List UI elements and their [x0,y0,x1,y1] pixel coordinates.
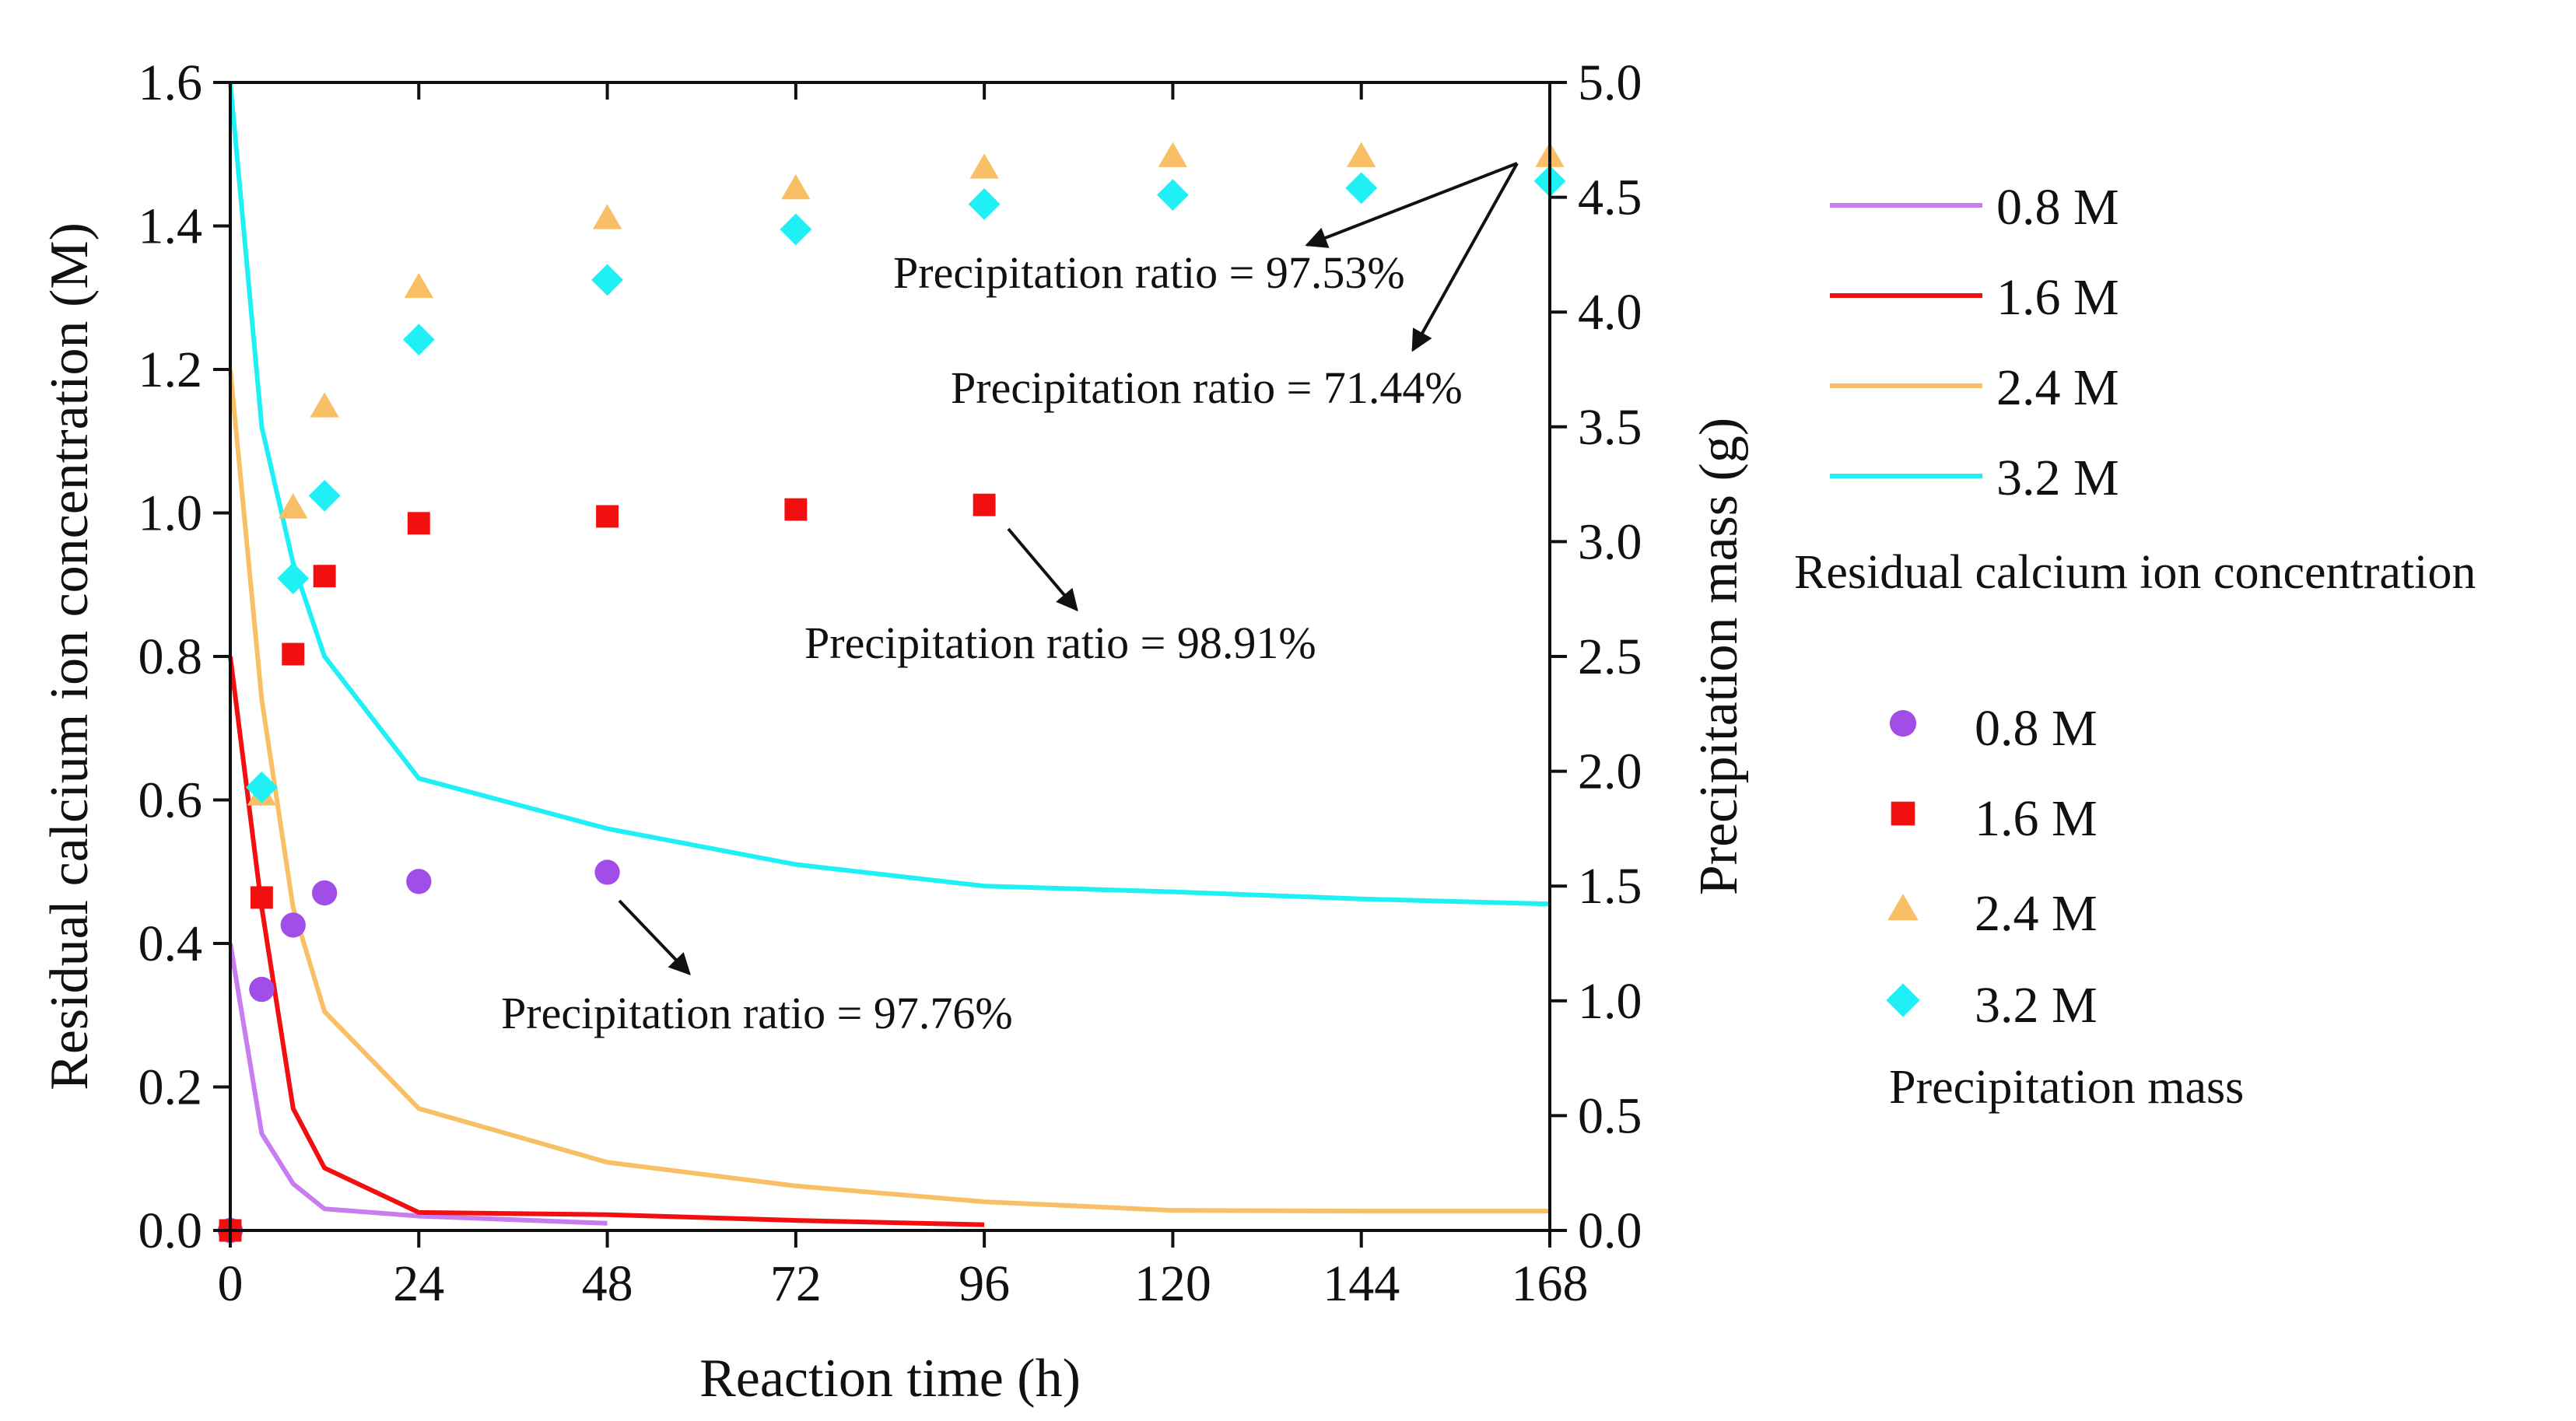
x-tick-label: 0 [218,1255,244,1312]
data-point [313,565,336,588]
data-point [282,642,305,666]
data-point [407,512,430,535]
data-point [308,479,341,512]
x-tick-label: 48 [582,1255,633,1312]
y-right-tick-label: 0.5 [1578,1087,1642,1144]
legend-marker-title: Precipitation mass [1889,1061,2244,1114]
data-point [784,498,808,521]
data-point [279,493,308,519]
data-point [591,264,623,296]
legend-line-label: 3.2 M [1996,450,2119,506]
data-point [250,886,273,909]
y-right-tick-label: 2.5 [1578,628,1642,685]
y-right-tick-label: 2.0 [1578,744,1642,800]
data-point [1347,142,1376,167]
data-point [404,272,433,299]
legend-line-label: 0.8 M [1996,179,2119,236]
data-point [245,771,278,803]
y-left-tick-label: 0.8 [138,628,203,685]
legend-marker-label: 1.6 M [1975,790,2098,847]
x-tick-label: 96 [959,1255,1010,1312]
data-point [249,976,275,1003]
annotation-arrow [1305,162,1518,248]
data-point [277,562,310,595]
x-tick-label: 24 [393,1255,444,1312]
legend-marker [1886,983,1920,1017]
y-left-tick-label: 1.6 [138,54,203,111]
legend-marker-label: 2.4 M [1975,885,2098,942]
data-point [310,392,339,418]
annotation-text: Precipitation ratio = 97.53% [893,247,1405,298]
y-left-tick-label: 0.6 [138,772,203,829]
y-right-tick-label: 3.0 [1578,513,1642,570]
data-point [280,912,306,938]
legend-marker [1891,801,1915,826]
y-right-tick-label: 1.0 [1578,973,1642,1030]
annotation-arrow [1007,527,1078,612]
y-left-tick-label: 1.2 [138,341,203,398]
data-point [402,324,435,356]
data-point [969,153,999,179]
data-point [1158,142,1188,167]
y-right-tick-label: 3.5 [1578,399,1642,456]
y-right-tick-label: 1.5 [1578,858,1642,915]
data-point [592,204,622,229]
line-series-1-6-m [228,656,985,1227]
y-left-tick-label: 0.4 [138,915,203,972]
data-point [968,188,1001,220]
x-tick-label: 72 [770,1255,822,1312]
y-left-tick-label: 0.2 [138,1059,203,1116]
annotation-arrow [618,899,691,976]
data-point [781,173,811,200]
data-point [596,505,619,528]
x-tick-label: 144 [1323,1255,1400,1312]
legend-marker [1889,709,1917,737]
y-right-tick-label: 0.0 [1578,1202,1642,1259]
data-point [594,859,620,885]
legend-marker [1887,894,1919,921]
legend-marker-label: 0.8 M [1975,700,2098,757]
y-left-tick-label: 1.0 [138,485,203,542]
y-left-tick-label: 0.0 [138,1202,203,1259]
x-axis-title: Reaction time (h) [699,1349,1081,1409]
data-point [1345,172,1378,205]
data-point [311,880,338,906]
annotations-layer: Precipitation ratio = 97.53% Precipitatio… [501,162,1519,1038]
line-series-2-4-m [228,369,1550,1214]
data-point [780,213,812,246]
legend-marker-label: 3.2 M [1975,977,2098,1034]
legend-line-title: Residual calcium ion concentration [1794,546,2476,599]
data-point [1157,179,1189,212]
line-series-0-8-m [228,943,608,1226]
line-series-3-2-m [228,82,1551,907]
legend: 0.8 M 1.6 M 2.4 M 3.2 M Residual calcium ion… [1794,179,2476,1114]
legend-line-label: 1.6 M [1996,269,2119,326]
y-right-tick-label: 4.5 [1578,170,1642,226]
y-left-axis-title: Residual calcium ion concentration (M) [40,222,100,1090]
annotation-text: Precipitation ratio = 97.76% [501,988,1013,1038]
legend-line-label: 2.4 M [1996,359,2119,416]
annotation-text: Precipitation ratio = 98.91% [804,618,1316,668]
y-right-tick-label: 5.0 [1578,54,1642,111]
data-point [406,869,432,894]
y-right-tick-label: 4.0 [1578,284,1642,341]
x-tick-label: 168 [1512,1255,1589,1312]
y-right-axis-title: Precipitation mass (g) [1689,418,1749,895]
data-point [973,493,996,516]
ticks-layer: 0 24 48 72 96 120 144 1680.00.20.40.60.81.01.21… [138,54,1642,1312]
scatter-series-layer [217,142,1566,1244]
annotation-text: Precipitation ratio = 71.44% [951,362,1463,413]
y-left-tick-label: 1.4 [138,198,203,255]
annotation-arrow [1411,163,1519,352]
x-tick-label: 120 [1134,1255,1211,1312]
